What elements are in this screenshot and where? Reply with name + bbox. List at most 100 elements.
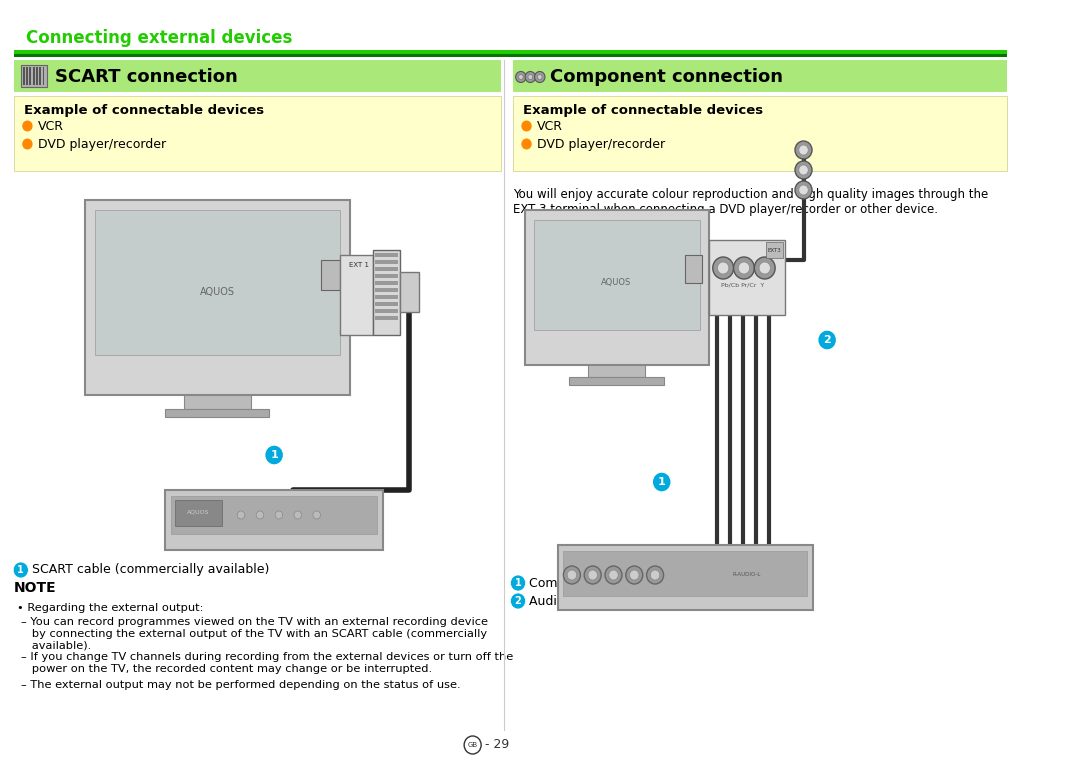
- Text: 1: 1: [515, 578, 522, 588]
- Bar: [340, 255, 374, 335]
- Bar: [175, 500, 222, 526]
- Circle shape: [799, 185, 808, 195]
- Bar: [14, 54, 1007, 57]
- Text: Audio cable (commercially available): Audio cable (commercially available): [529, 594, 761, 607]
- Text: Component cable (commercially available): Component cable (commercially available): [529, 577, 798, 590]
- Text: You will enjoy accurate colour reproduction and high quality images through the
: You will enjoy accurate colour reproduct…: [513, 188, 988, 216]
- Circle shape: [652, 472, 671, 492]
- Circle shape: [528, 75, 532, 79]
- Bar: [374, 250, 400, 335]
- Circle shape: [13, 562, 28, 578]
- Bar: [23, 67, 25, 85]
- Text: 2: 2: [515, 596, 522, 606]
- Text: EXT 1: EXT 1: [349, 262, 369, 268]
- Circle shape: [799, 145, 808, 155]
- Circle shape: [238, 511, 245, 519]
- Circle shape: [605, 566, 622, 584]
- Text: – If you change TV channels during recording from the external devices or turn o: – If you change TV channels during recor…: [21, 652, 513, 674]
- Bar: [185, 395, 251, 409]
- Circle shape: [759, 262, 770, 274]
- Bar: [535, 220, 700, 330]
- Text: VCR: VCR: [537, 120, 563, 133]
- Circle shape: [625, 566, 643, 584]
- Circle shape: [23, 121, 32, 131]
- Bar: [686, 255, 702, 283]
- Bar: [32, 67, 35, 85]
- Circle shape: [795, 161, 812, 179]
- Circle shape: [588, 570, 597, 580]
- Bar: [513, 96, 1007, 171]
- Circle shape: [754, 257, 775, 279]
- Circle shape: [256, 511, 264, 519]
- Circle shape: [535, 72, 545, 82]
- Circle shape: [584, 566, 602, 584]
- Text: Example of connectable devices: Example of connectable devices: [24, 104, 264, 117]
- Text: AQUOS: AQUOS: [187, 510, 210, 514]
- Bar: [766, 242, 783, 258]
- Circle shape: [525, 72, 536, 82]
- Circle shape: [795, 141, 812, 159]
- Circle shape: [799, 165, 808, 175]
- Text: 2: 2: [823, 335, 831, 345]
- Circle shape: [818, 330, 837, 350]
- Circle shape: [650, 570, 660, 580]
- Bar: [557, 545, 813, 610]
- Bar: [26, 67, 28, 85]
- Bar: [375, 316, 397, 320]
- Bar: [375, 267, 397, 271]
- Bar: [569, 377, 663, 385]
- Bar: [588, 365, 645, 377]
- Circle shape: [795, 181, 812, 199]
- Text: 1: 1: [17, 565, 24, 575]
- Circle shape: [294, 511, 301, 519]
- Text: 1: 1: [658, 477, 665, 487]
- Text: DVD player/recorder: DVD player/recorder: [38, 137, 166, 150]
- Bar: [525, 210, 708, 365]
- Circle shape: [713, 257, 733, 279]
- Bar: [171, 496, 377, 534]
- Text: – The external output may not be performed depending on the status of use.: – The external output may not be perform…: [21, 680, 460, 690]
- Circle shape: [515, 72, 526, 82]
- Bar: [21, 65, 48, 87]
- Bar: [14, 50, 1007, 54]
- Text: GB: GB: [468, 742, 477, 748]
- Text: Connecting external devices: Connecting external devices: [27, 29, 293, 47]
- Circle shape: [275, 511, 283, 519]
- Text: AQUOS: AQUOS: [200, 287, 235, 297]
- Bar: [375, 274, 397, 278]
- Text: SCART cable (commercially available): SCART cable (commercially available): [32, 564, 270, 577]
- Bar: [165, 490, 382, 550]
- Text: NOTE: NOTE: [14, 581, 57, 595]
- Bar: [85, 200, 350, 395]
- Text: SCART connection: SCART connection: [55, 68, 238, 86]
- Circle shape: [739, 262, 750, 274]
- Text: 1: 1: [270, 450, 278, 460]
- Text: R-AUDIO-L: R-AUDIO-L: [732, 572, 761, 578]
- Circle shape: [518, 75, 523, 79]
- Bar: [375, 260, 397, 264]
- Text: • Regarding the external output:: • Regarding the external output:: [17, 603, 203, 613]
- Bar: [36, 67, 38, 85]
- Circle shape: [717, 262, 729, 274]
- Bar: [708, 240, 784, 315]
- Bar: [400, 272, 419, 312]
- Circle shape: [733, 257, 754, 279]
- Circle shape: [630, 570, 639, 580]
- Text: EXT3: EXT3: [767, 247, 781, 253]
- Text: AQUOS: AQUOS: [602, 278, 632, 286]
- Bar: [375, 309, 397, 313]
- Circle shape: [567, 570, 577, 580]
- Bar: [513, 60, 1007, 92]
- Circle shape: [511, 593, 526, 609]
- Bar: [564, 551, 807, 596]
- Circle shape: [522, 139, 531, 150]
- Text: Example of connectable devices: Example of connectable devices: [523, 104, 762, 117]
- Circle shape: [265, 445, 284, 465]
- Text: Pb/Cb Pr/Cr  Y: Pb/Cb Pr/Cr Y: [721, 282, 765, 288]
- Circle shape: [538, 75, 542, 79]
- Circle shape: [564, 566, 580, 584]
- Bar: [322, 260, 340, 290]
- Circle shape: [511, 575, 526, 591]
- Text: VCR: VCR: [38, 120, 64, 133]
- Text: - 29: - 29: [485, 739, 509, 752]
